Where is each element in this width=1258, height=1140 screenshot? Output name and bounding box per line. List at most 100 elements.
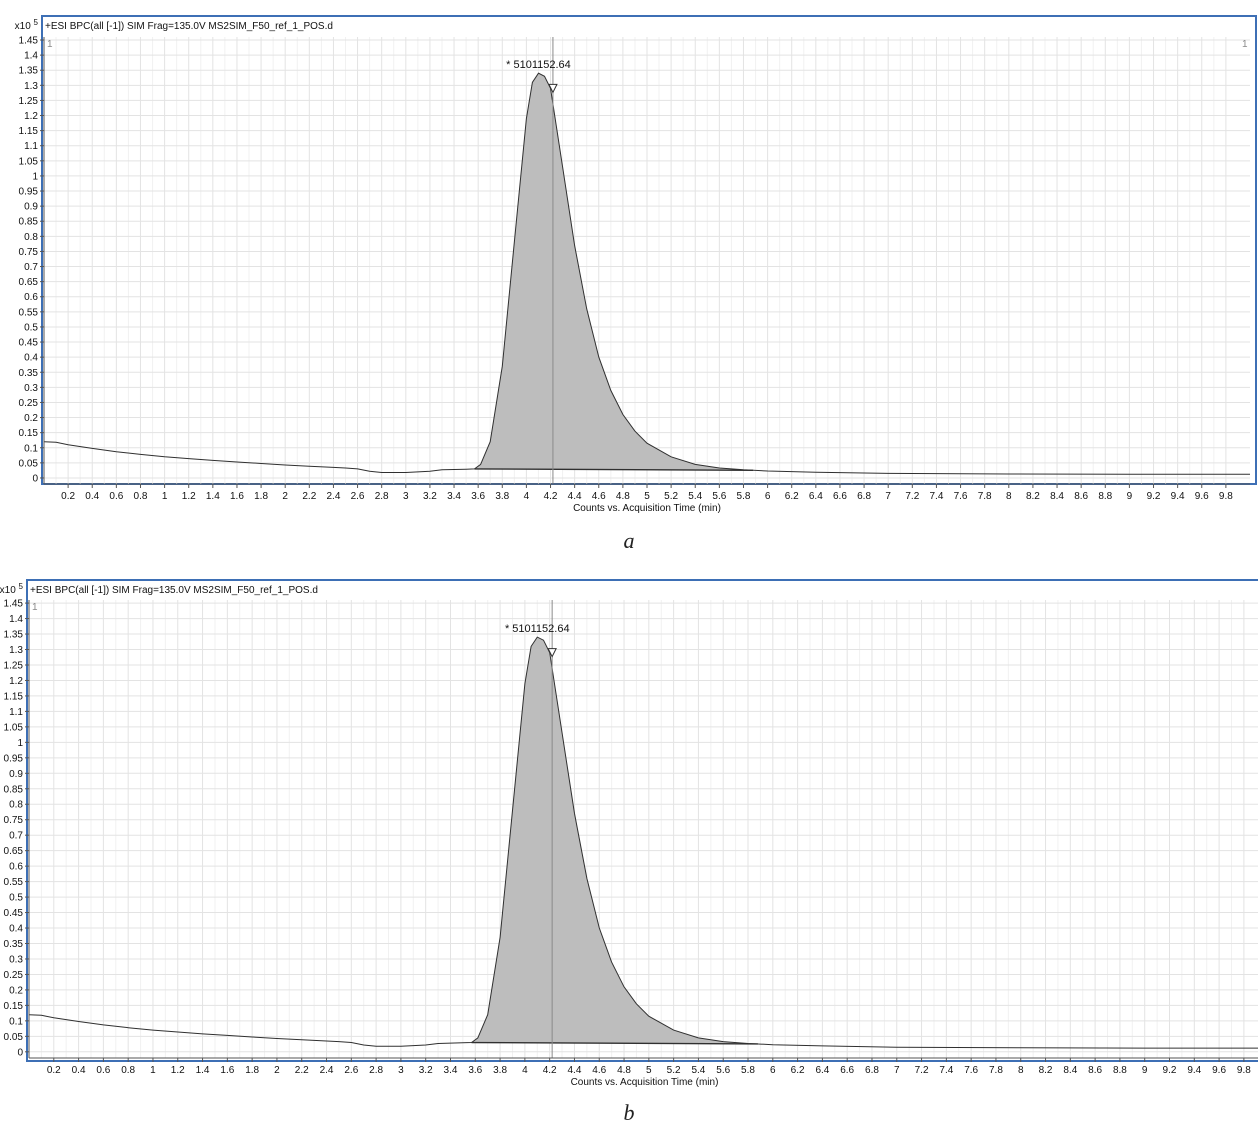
signal-trace [28,636,1258,1049]
y-tick-label: 0.95 [4,753,24,764]
x-tick-label: 5.4 [688,491,702,502]
y-tick-label: 0.5 [24,322,38,333]
x-tick-label: 1 [150,1065,156,1076]
x-tick-label: 5.6 [716,1065,730,1076]
y-tick-label: 0.2 [24,413,38,424]
y-tick-label: 1.45 [4,599,24,610]
x-tick-label: 5.8 [737,491,751,502]
x-tick-label: 8.2 [1039,1065,1053,1076]
x-tick-label: 8 [1006,491,1012,502]
x-tick-label: 1.8 [245,1065,259,1076]
corner-label-left: 1 [47,39,53,50]
y-tick-label: 0.7 [9,831,23,842]
x-tick-label: 2.6 [351,491,365,502]
panel-label-a: a [623,528,635,553]
x-tick-label: 3.2 [423,491,437,502]
peak-area-fill [474,73,754,471]
x-tick-label: 1.8 [254,491,268,502]
x-tick-label: 7.8 [978,491,992,502]
x-tick-label: 3.8 [495,491,509,502]
y-tick-label: 0.4 [24,353,38,364]
y-tick-label: 0.9 [24,202,38,213]
y-tick-label: 1.15 [19,126,39,137]
y-multiplier-base: x10 [15,21,34,32]
x-tick-label: 6.8 [865,1065,879,1076]
x-tick-label: 1.2 [171,1065,185,1076]
y-tick-label: 1.15 [4,691,24,702]
integration-baseline [474,468,754,471]
y-tick-label: 0.95 [19,187,39,198]
x-tick-label: 9.6 [1212,1065,1226,1076]
y-tick-label: 1.25 [4,660,24,671]
x-tick-label: 2 [282,491,288,502]
y-multiplier-exponent: 5 [34,18,39,27]
x-tick-label: 8.2 [1026,491,1040,502]
peak-annotation: * 5101152.64 [505,623,570,635]
x-tick-label: 3.6 [471,491,485,502]
x-tick-label: 7 [885,491,891,502]
x-tick-label: 4.4 [568,1065,582,1076]
x-tick-label: 7.4 [929,491,943,502]
x-tick-label: 1.4 [196,1065,210,1076]
x-tick-label: 3.6 [468,1065,482,1076]
y-tick-label: 1.4 [9,614,23,625]
x-tick-label: 4.6 [592,491,606,502]
y-tick-label: 1.35 [4,630,24,641]
x-tick-label: 9.8 [1219,491,1233,502]
x-tick-label: 6.2 [785,491,799,502]
y-tick-label: 0.25 [19,398,39,409]
x-tick-label: 2.4 [320,1065,334,1076]
x-tick-label: 3.4 [447,491,461,502]
x-tick-label: 6.2 [791,1065,805,1076]
x-tick-label: 7.2 [905,491,919,502]
chromatogram-chart-b: * 5101152.6400.050.10.150.20.250.30.350.… [0,579,1258,1088]
peak-area-fill [471,637,758,1044]
x-tick-label: 8.4 [1063,1065,1077,1076]
y-tick-label: 0.65 [4,846,24,857]
x-tick-label: 7.2 [915,1065,929,1076]
y-tick-label: 1 [32,171,38,182]
y-tick-label: 1 [17,738,23,749]
peak-marker [547,648,557,658]
x-tick-label: 9.2 [1163,1065,1177,1076]
y-tick-label: 0.1 [24,443,38,454]
x-tick-label: 4.4 [568,491,582,502]
x-tick-label: 0.2 [47,1065,61,1076]
x-tick-label: 4 [524,491,530,502]
y-tick-label: 0.75 [4,815,24,826]
integration-baseline [471,1041,758,1045]
x-tick-label: 7.4 [939,1065,953,1076]
chart-title: +ESI BPC(all [-1]) SIM Frag=135.0V MS2SI… [45,21,333,32]
y-tick-label: 0.15 [19,428,39,439]
peak-marker [548,83,558,94]
y-multiplier-exponent: 5 [19,582,24,591]
x-axis-title: Counts vs. Acquisition Time (min) [571,1077,719,1088]
x-tick-label: 5.2 [664,491,678,502]
x-tick-label: 0.6 [109,491,123,502]
y-tick-label: 0.35 [19,368,39,379]
y-tick-label: 0 [32,473,38,484]
y-tick-label: 0.85 [19,217,39,228]
y-tick-label: 1.05 [4,722,24,733]
chart-title: +ESI BPC(all [-1]) SIM Frag=135.0V MS2SI… [30,585,318,596]
y-tick-label: 0.6 [24,292,38,303]
x-tick-label: 4.8 [617,1065,631,1076]
y-tick-label: 1.3 [9,645,23,656]
x-tick-label: 0.6 [96,1065,110,1076]
x-tick-label: 2.8 [375,491,389,502]
x-tick-label: 4.8 [616,491,630,502]
y-multiplier: x10 5 [0,582,24,596]
x-tick-label: 9 [1142,1065,1148,1076]
y-tick-label: 0.05 [19,458,39,469]
x-tick-label: 3.4 [444,1065,458,1076]
y-tick-label: 1.3 [24,81,38,92]
x-tick-label: 5.4 [691,1065,705,1076]
y-tick-label: 1.1 [9,707,23,718]
y-tick-label: 0.55 [4,877,24,888]
x-tick-label: 4.6 [592,1065,606,1076]
x-tick-label: 1.6 [230,491,244,502]
y-tick-label: 0.85 [4,784,24,795]
x-tick-label: 0.8 [121,1065,135,1076]
chart-frame [41,15,1257,485]
x-tick-label: 0.4 [85,491,99,502]
